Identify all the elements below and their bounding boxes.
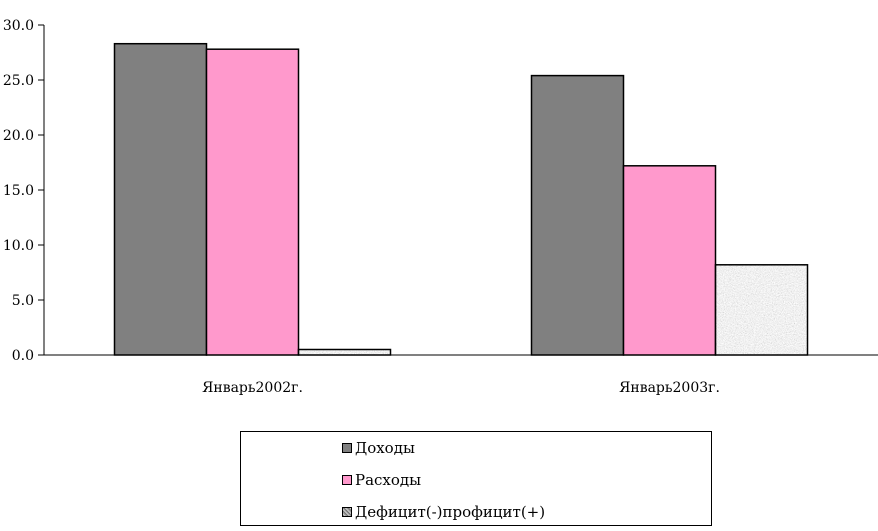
bar-deficit-surplus-1	[297, 348, 392, 356]
legend-item-deficit-surplus: Дефицит(-)профицит(+)	[342, 502, 545, 522]
bars	[113, 42, 809, 356]
y-tick-label: 0.0	[12, 348, 34, 364]
y-tick-label: 25.0	[3, 73, 34, 89]
bar-expenses-1	[205, 48, 300, 356]
bar-income-2	[530, 74, 625, 356]
y-tick-label: 5.0	[12, 293, 34, 309]
y-tick-label: 10.0	[3, 238, 34, 254]
legend-swatch-income	[342, 443, 352, 453]
bar-income-1	[113, 42, 208, 356]
legend: Доходы Расходы Дефицит(-)профицит(+)	[240, 431, 712, 526]
bar-expenses-2	[622, 165, 717, 356]
legend-label-expenses: Расходы	[355, 471, 422, 489]
category-label: Январь2003г.	[619, 380, 720, 396]
legend-item-income: Доходы	[342, 438, 415, 458]
legend-swatch-deficit-surplus	[342, 507, 352, 517]
legend-label-deficit-surplus: Дефицит(-)профицит(+)	[355, 503, 546, 521]
bar-deficit-surplus-2	[714, 264, 809, 356]
y-tick-label: 15.0	[3, 183, 34, 199]
legend-swatch-expenses	[342, 475, 352, 485]
legend-item-expenses: Расходы	[342, 470, 421, 490]
y-tick-label: 20.0	[3, 128, 34, 144]
y-tick-label: 30.0	[3, 18, 34, 34]
category-label: Январь2002г.	[202, 380, 303, 396]
labels: 0.0 5.0 10.0 15.0 20.0 25.0 30.0 Январь2002г. Ян…	[3, 18, 720, 396]
legend-label-income: Доходы	[355, 439, 415, 457]
